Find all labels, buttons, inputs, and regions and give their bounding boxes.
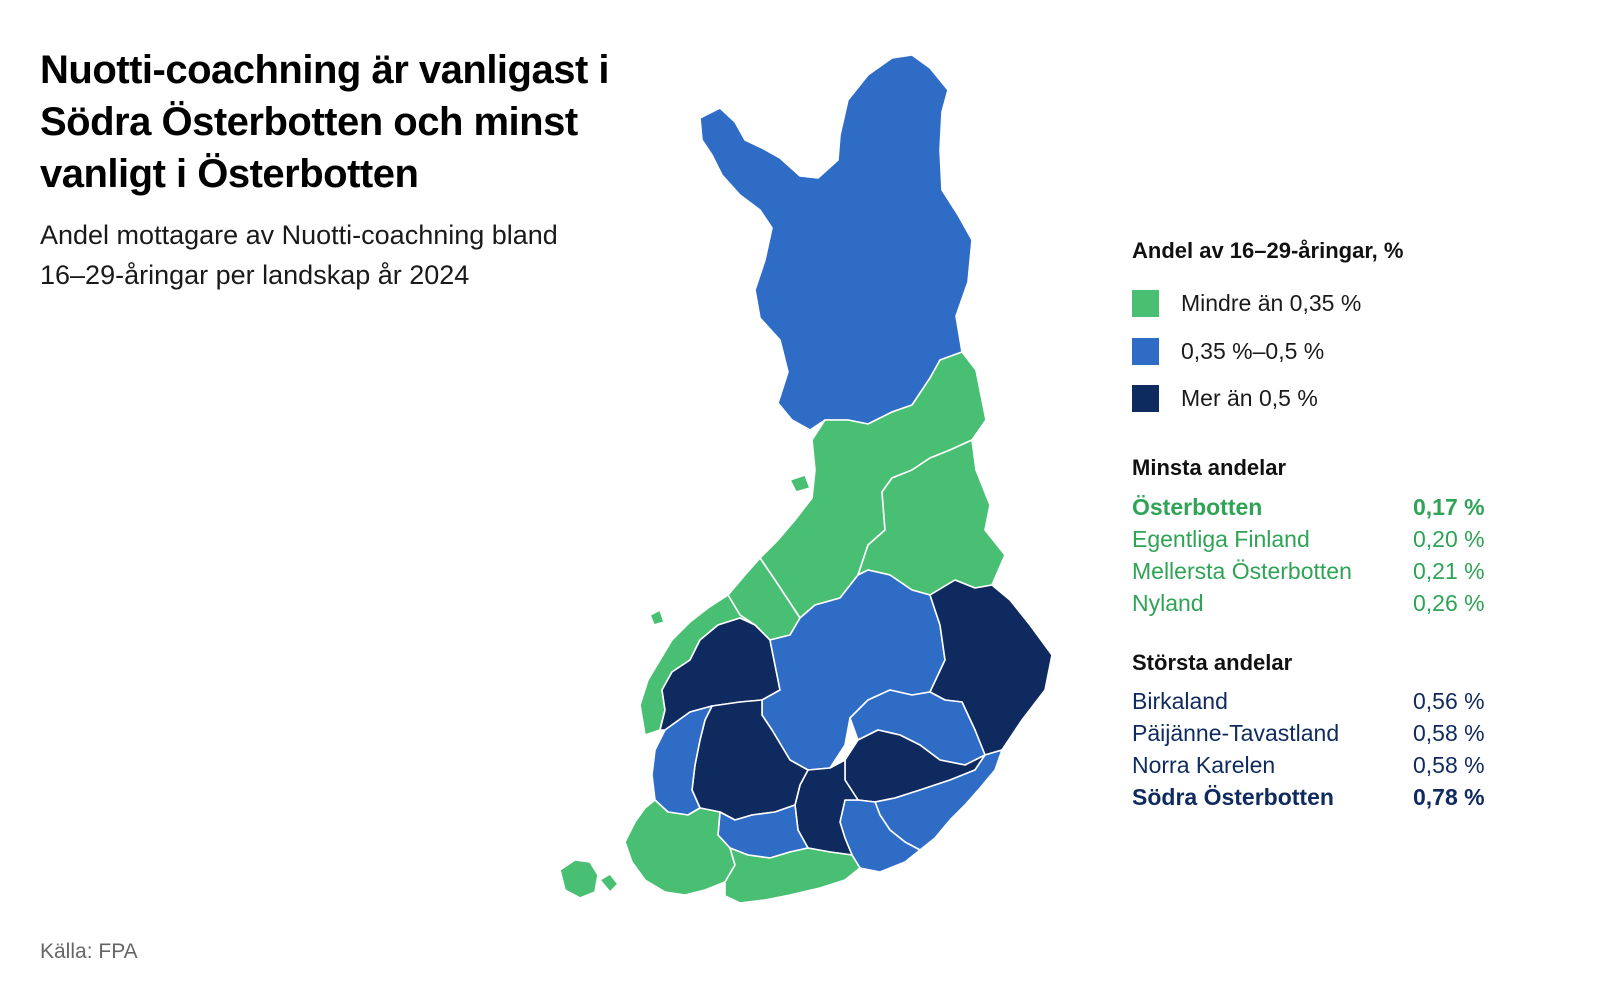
region-norra-karelen xyxy=(929,579,1053,756)
region-satakunta xyxy=(651,705,713,816)
region-name: Österbotten xyxy=(1132,494,1263,520)
region-value: 0,20 % xyxy=(1413,526,1485,552)
legend-item-low: Mindre än 0,35 % xyxy=(1132,288,1361,318)
region-name: Egentliga Finland xyxy=(1132,526,1310,552)
region-name: Mellersta Österbotten xyxy=(1132,558,1352,584)
region-value: 0,17 % xyxy=(1413,494,1485,520)
source-note: Källa: FPA xyxy=(40,940,138,963)
legend-swatch-mid xyxy=(1132,337,1159,365)
region-name: Päijänne-Tavastland xyxy=(1132,720,1340,746)
legend-label-high: Mer än 0,5 % xyxy=(1181,384,1318,411)
largest-row: Päijänne-Tavastland 0,58 % xyxy=(1132,717,1502,749)
region-egentliga-finland xyxy=(624,799,736,896)
smallest-title: Minsta andelar xyxy=(1132,455,1287,480)
region-aland xyxy=(559,859,599,899)
legend-title: Andel av 16–29-åringar, % xyxy=(1132,238,1404,263)
legend-swatch-low xyxy=(1132,289,1159,317)
chart-subtitle: Andel mottagare av Nuotti-coachning blan… xyxy=(40,220,558,290)
region-nyland xyxy=(724,847,861,904)
region-lappland xyxy=(699,54,973,431)
smallest-row: Mellersta Österbotten 0,21 % xyxy=(1132,555,1502,587)
region-value: 0,26 % xyxy=(1413,590,1485,616)
region-name: Birkaland xyxy=(1132,688,1228,714)
smallest-row: Nyland 0,26 % xyxy=(1132,587,1502,619)
region-name: Norra Karelen xyxy=(1132,752,1276,778)
coastal-islet xyxy=(649,609,665,626)
legend-label-mid: 0,35 %–0,5 % xyxy=(1181,337,1325,364)
region-value: 0,56 % xyxy=(1413,688,1485,714)
region-value: 0,58 % xyxy=(1413,752,1485,778)
finland-region-map xyxy=(559,54,1053,904)
largest-title: Största andelar xyxy=(1132,650,1293,675)
legend-swatch-high xyxy=(1132,384,1159,412)
legend-item-high: Mer än 0,5 % xyxy=(1132,383,1318,413)
largest-row: Birkaland 0,56 % xyxy=(1132,685,1502,717)
region-value: 0,78 % xyxy=(1413,784,1485,810)
largest-row: Södra Österbotten 0,78 % xyxy=(1132,781,1502,813)
region-aland-islet xyxy=(599,873,619,893)
legend-label-low: Mindre än 0,35 % xyxy=(1181,289,1362,316)
smallest-row: Egentliga Finland 0,20 % xyxy=(1132,523,1502,555)
coastal-islet xyxy=(789,474,811,493)
largest-row: Norra Karelen 0,58 % xyxy=(1132,749,1502,781)
legend-item-mid: 0,35 %–0,5 % xyxy=(1132,336,1324,366)
region-value: 0,58 % xyxy=(1413,720,1485,746)
region-value: 0,21 % xyxy=(1413,558,1485,584)
region-name: Södra Österbotten xyxy=(1132,784,1334,810)
chart-title: Nuotti-coachning är vanligast i Södra Ös… xyxy=(40,48,610,196)
region-name: Nyland xyxy=(1132,590,1204,616)
smallest-row: Österbotten 0,17 % xyxy=(1132,491,1502,523)
